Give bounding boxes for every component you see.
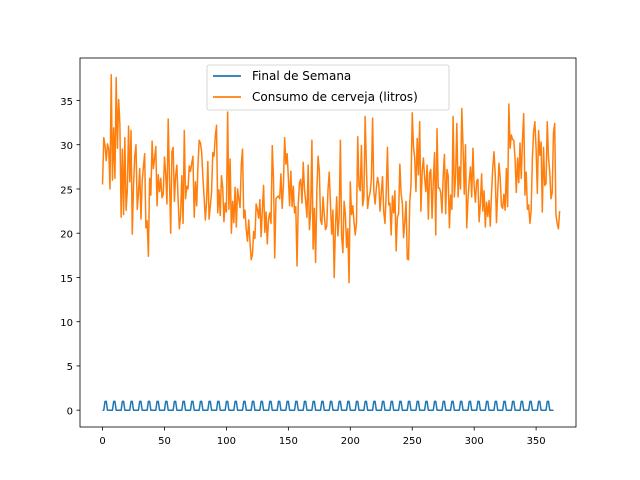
y-tick-label: 0 (67, 406, 73, 417)
y-tick-label: 5 (67, 362, 73, 373)
legend: Final de Semana Consumo de cerveja (litr… (206, 64, 450, 111)
x-tick-label: 0 (99, 436, 105, 447)
y-tick-label: 25 (60, 185, 73, 196)
y-tick-label: 35 (60, 97, 73, 108)
series-line-final-de-semana (102, 400, 554, 411)
x-tick-label: 50 (158, 436, 171, 447)
x-tick-label: 300 (465, 436, 484, 447)
x-tick-label: 350 (527, 436, 546, 447)
y-tick-label: 10 (60, 318, 73, 329)
y-tick-label: 30 (60, 141, 73, 152)
series-layer (101, 74, 561, 411)
plot-area-background (80, 58, 576, 427)
plot-frame (79, 57, 577, 428)
x-tick-label: 200 (341, 436, 360, 447)
y-axis: 0 5 10 15 20 25 30 35 (60, 97, 80, 417)
legend-label-final-de-semana: Final de Semana (252, 69, 351, 83)
y-tick-label: 20 (60, 230, 73, 241)
x-axis: 0 50 100 150 200 250 300 350 (99, 427, 546, 447)
legend-label-consumo-de-cerveja: Consumo de cerveja (litros) (252, 90, 418, 104)
x-tick-label: 100 (217, 436, 236, 447)
legend-box (206, 64, 450, 111)
x-tick-label: 250 (403, 436, 422, 447)
x-tick-label: 150 (279, 436, 298, 447)
series-line-consumo-de-cerveja (101, 74, 561, 284)
y-tick-label: 15 (60, 274, 73, 285)
